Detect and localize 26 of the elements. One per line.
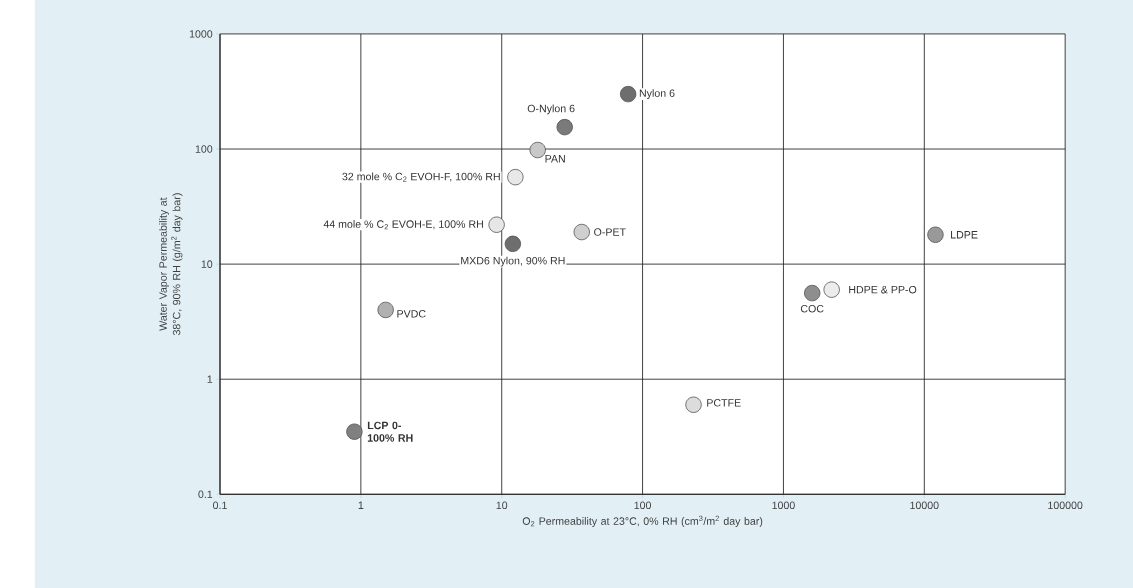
annotation: Nylon 6 bbox=[639, 89, 675, 99]
annotation: PCTFE bbox=[707, 398, 741, 407]
annotation: LCP 0-100% RH bbox=[367, 421, 413, 442]
annotation: O-PET bbox=[594, 228, 626, 236]
annotation: LDPE bbox=[951, 230, 978, 239]
x-tick-label: 100 bbox=[634, 501, 652, 509]
annotation: COC bbox=[800, 304, 824, 313]
x-tick-label: 0.1 bbox=[213, 501, 227, 509]
x-tick-label: 1000 bbox=[772, 501, 795, 509]
y-tick-label: 100 bbox=[195, 145, 213, 153]
annotation: 32 mole % C$_{2}$ EVOH-F, 100% RH bbox=[342, 172, 500, 182]
x-tick-label: 10 bbox=[496, 501, 508, 509]
annotation: 44 mole % C$_{2}$ EVOH-E, 100% RH bbox=[323, 219, 483, 230]
y-tick-label: 0.1 bbox=[198, 490, 213, 498]
x-tick-label: 1 bbox=[358, 501, 364, 509]
annotation: HDPE & PP-O bbox=[849, 285, 917, 294]
y-tick-label: 1 bbox=[207, 375, 213, 383]
annotation: PAN bbox=[545, 154, 565, 163]
annotation: PVDC bbox=[397, 309, 426, 318]
y-tick-label: 1000 bbox=[189, 30, 213, 38]
x-tick-label: 100000 bbox=[1048, 501, 1083, 509]
x-tick-label: 10000 bbox=[910, 501, 939, 509]
x-axis-title: O$_{2}$ Permeability at 23°C, 0% RH (cm$^{3}$/m$^{2}$ day bar) bbox=[522, 515, 763, 527]
annotation: MXD6 Nylon, 90% RH bbox=[461, 256, 565, 267]
annotation: O-Nylon 6 bbox=[527, 104, 575, 115]
y-tick-label: 10 bbox=[201, 260, 213, 268]
